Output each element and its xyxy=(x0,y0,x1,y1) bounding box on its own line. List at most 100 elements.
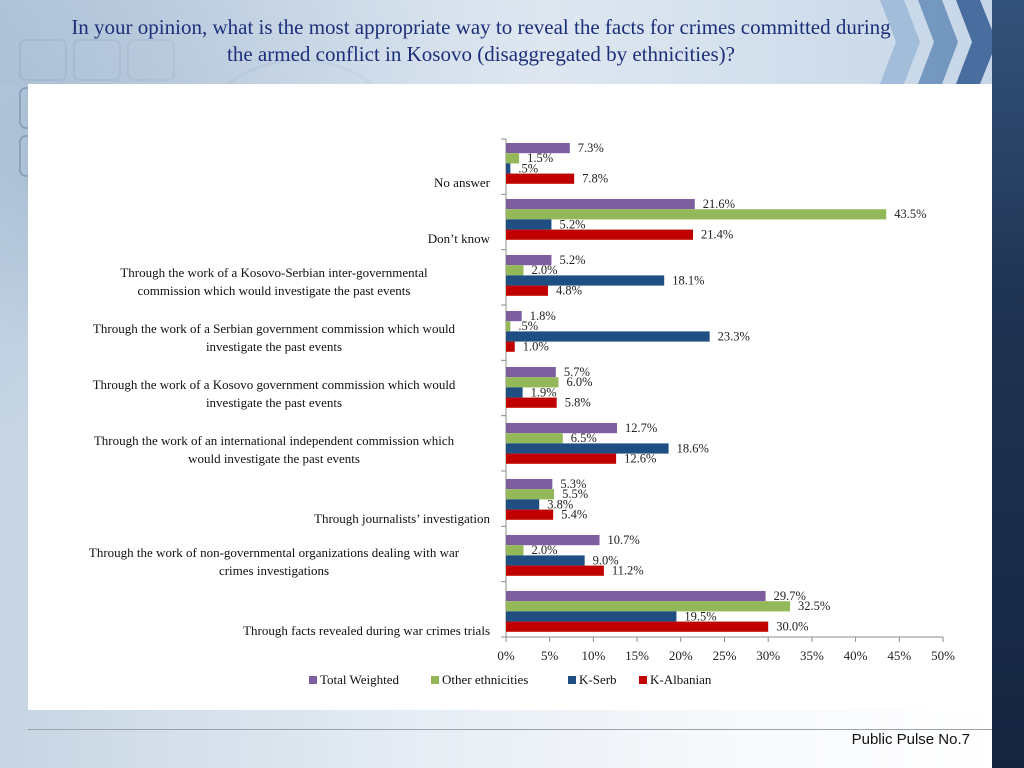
footer-divider xyxy=(28,729,992,730)
data-label: 7.3% xyxy=(578,141,604,155)
bar-other-ethnicities xyxy=(506,209,887,220)
bar-k-albanian xyxy=(506,397,557,408)
x-tick-label: 25% xyxy=(713,648,737,663)
data-label: 6.0% xyxy=(566,375,592,389)
data-label: 1.0% xyxy=(523,340,549,354)
bar-k-serb xyxy=(506,219,552,230)
bar-k-serb xyxy=(506,555,585,566)
data-label: 6.5% xyxy=(571,431,597,445)
x-tick-label: 50% xyxy=(931,648,955,663)
data-label: 5.7% xyxy=(564,365,590,379)
data-label: 5.3% xyxy=(560,477,586,491)
bar-k-serb xyxy=(506,499,540,510)
data-label: 10.7% xyxy=(608,533,640,547)
data-label: 3.8% xyxy=(547,497,573,511)
x-tick-label: 30% xyxy=(756,648,780,663)
bar-other-ethnicities xyxy=(506,489,555,500)
category-label: would investigate the past events xyxy=(188,451,360,466)
category-label: Through the work of a Kosovo-Serbian int… xyxy=(120,265,428,280)
category-label: Through the work of non-governmental org… xyxy=(89,545,460,560)
bar-total-weighted xyxy=(506,423,617,434)
x-tick-label: 45% xyxy=(887,648,911,663)
bar-total-weighted xyxy=(506,479,553,490)
category-label: Don’t know xyxy=(428,231,491,246)
data-label: 5.5% xyxy=(562,487,588,501)
legend-label: Total Weighted xyxy=(320,672,400,687)
x-tick-label: 35% xyxy=(800,648,824,663)
data-label: 23.3% xyxy=(718,329,750,343)
bar-other-ethnicities xyxy=(506,377,559,388)
x-tick-label: 10% xyxy=(581,648,605,663)
category-label: Through the work of an international ind… xyxy=(94,433,455,448)
data-label: 32.5% xyxy=(798,599,830,613)
legend-swatch xyxy=(639,676,647,684)
title-band xyxy=(0,0,992,84)
chart: 0% 5% 10% 15% 20% 25% 30% 35% 40% 45% 50% No answer… xyxy=(89,138,955,687)
page-title: In your opinion, what is the most approp… xyxy=(71,15,891,66)
right-edge-bar xyxy=(992,0,1024,768)
data-label: 21.4% xyxy=(701,228,733,242)
legend-label: K-Albanian xyxy=(650,672,712,687)
data-label: 4.8% xyxy=(556,284,582,298)
data-label: 18.1% xyxy=(672,273,704,287)
legend-label: K-Serb xyxy=(579,672,617,687)
data-label: 1.9% xyxy=(531,385,557,399)
data-label: 29.7% xyxy=(774,589,806,603)
data-label: 5.2% xyxy=(559,217,585,231)
category-label: crimes investigations xyxy=(219,563,329,578)
bar-total-weighted xyxy=(506,535,600,546)
category-label: Through journalists’ investigation xyxy=(314,511,490,526)
bar-other-ethnicities xyxy=(506,265,524,276)
data-label: 9.0% xyxy=(593,553,619,567)
data-label: 19.5% xyxy=(684,609,716,623)
category-label: No answer xyxy=(434,175,491,190)
legend-label: Other ethnicities xyxy=(442,672,528,687)
data-label: 11.2% xyxy=(612,564,644,578)
bar-k-serb xyxy=(506,331,710,342)
data-label: 12.7% xyxy=(625,421,657,435)
chevron-decoration-icon xyxy=(880,0,992,84)
data-label: 1.8% xyxy=(530,309,556,323)
bar-k-albanian xyxy=(506,565,604,576)
bar-total-weighted xyxy=(506,311,522,322)
x-tick-label: 40% xyxy=(844,648,868,663)
x-tick-label: 0% xyxy=(497,648,515,663)
bar-k-albanian xyxy=(506,229,694,240)
bar-other-ethnicities xyxy=(506,601,791,612)
bar-total-weighted xyxy=(506,591,766,602)
x-tick-label: 5% xyxy=(541,648,559,663)
data-label: .5% xyxy=(518,161,538,175)
bar-k-albanian xyxy=(506,173,575,184)
data-label: 30.0% xyxy=(776,620,808,634)
bar-total-weighted xyxy=(506,367,556,378)
bar-k-albanian xyxy=(506,621,769,632)
bar-k-albanian xyxy=(506,341,515,352)
x-tick-label: 15% xyxy=(625,648,649,663)
chart-panel: 0% 5% 10% 15% 20% 25% 30% 35% 40% 45% 50% No answer… xyxy=(28,84,992,710)
bar-k-serb xyxy=(506,163,511,174)
bar-k-serb xyxy=(506,387,523,398)
bar-other-ethnicities xyxy=(506,153,520,164)
bar-k-serb xyxy=(506,611,677,622)
footer-label: Public Pulse No.7 xyxy=(851,731,970,748)
category-label: Through facts revealed during war crimes… xyxy=(243,623,490,638)
data-label: 18.6% xyxy=(677,441,709,455)
bar-k-albanian xyxy=(506,285,548,296)
bar-total-weighted xyxy=(506,255,552,266)
category-label: investigate the past events xyxy=(206,339,342,354)
legend-swatch xyxy=(309,676,317,684)
category-label: investigate the past events xyxy=(206,395,342,410)
data-label: 1.5% xyxy=(527,151,553,165)
category-label: Through the work of a Kosovo government … xyxy=(93,377,456,392)
bar-other-ethnicities xyxy=(506,545,524,556)
category-label: Through the work of a Serbian government… xyxy=(93,321,456,336)
category-label: commission which would investigate the p… xyxy=(138,283,411,298)
data-label: 21.6% xyxy=(703,197,735,211)
bar-total-weighted xyxy=(506,143,570,154)
legend-swatch xyxy=(568,676,576,684)
data-label: 43.5% xyxy=(894,207,926,221)
bar-k-serb xyxy=(506,443,669,454)
x-tick-label: 20% xyxy=(669,648,693,663)
data-label: 12.6% xyxy=(624,452,656,466)
bar-k-albanian xyxy=(506,509,554,520)
